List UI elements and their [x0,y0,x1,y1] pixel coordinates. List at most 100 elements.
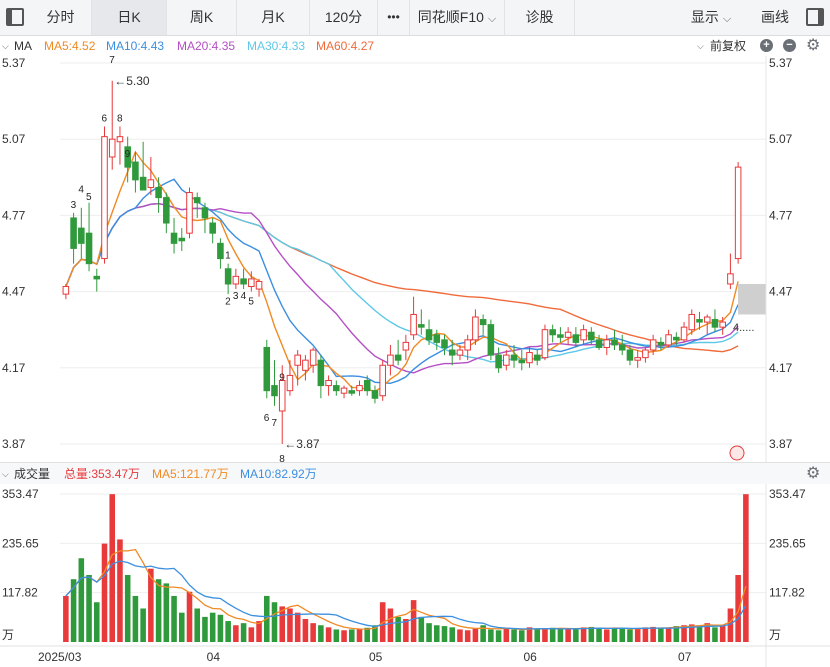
more-tabs-button[interactable]: ••• [378,0,410,35]
ma-label[interactable]: MA [14,39,32,53]
tab-monthly-k[interactable]: 月K [237,0,310,35]
candle-down[interactable] [611,339,618,346]
candle-up[interactable] [727,273,734,285]
candle-down[interactable] [711,319,719,328]
candle-down[interactable] [495,354,502,369]
candle-down[interactable] [533,354,541,361]
tab-120min[interactable]: 120分 [310,0,378,35]
candle-up[interactable] [255,280,263,290]
candle-down[interactable] [518,359,526,364]
candle-down[interactable] [217,242,224,260]
candle-up[interactable] [634,357,641,361]
volume-label[interactable]: 成交量 [14,467,51,481]
candle-down[interactable] [317,359,325,387]
candle-up[interactable] [564,331,572,338]
candle-up[interactable] [302,359,309,371]
candle-down[interactable] [441,339,448,348]
candle-up[interactable] [62,286,70,295]
candle-up[interactable] [232,275,240,285]
candle-up[interactable] [456,349,464,356]
candle-down[interactable] [201,207,209,219]
candle-down[interactable] [209,222,216,234]
candle-up[interactable] [387,354,394,366]
candle-up[interactable] [649,339,657,351]
candle-up[interactable] [464,339,471,351]
candle-down[interactable] [124,146,131,168]
candle-up[interactable] [719,321,726,328]
candle-down[interactable] [271,385,278,397]
candle-down[interactable] [139,176,147,191]
candle-down[interactable] [657,341,665,346]
candle-up[interactable] [402,341,410,351]
candle-up[interactable] [108,138,116,158]
candle-up[interactable] [186,192,193,234]
tab-timeshare[interactable]: 分时 [30,0,92,35]
candle-down[interactable] [425,329,433,341]
candle-up[interactable] [642,349,649,359]
candle-down[interactable] [178,237,186,242]
candle-up[interactable] [472,316,479,341]
candle-up[interactable] [580,329,587,341]
candle-up[interactable] [309,349,317,366]
candle-down[interactable] [371,390,379,399]
volume-settings-gear-icon[interactable]: ⚙ [806,465,821,482]
candle-down[interactable] [363,380,371,392]
candle-up[interactable] [325,380,332,387]
candle-up[interactable] [526,352,533,364]
candle-down[interactable] [479,319,487,326]
candle-down[interactable] [170,232,178,244]
candle-down[interactable] [433,334,441,343]
candle-down[interactable] [510,354,518,361]
candle-up[interactable] [503,354,510,366]
candle-down[interactable] [448,349,456,356]
tab-daily-k[interactable]: 日K [92,0,167,35]
display-menu[interactable]: 显示 ⌵ [676,0,746,35]
candle-down[interactable] [93,275,101,280]
candle-down[interactable] [557,334,564,338]
adjust-mode-label[interactable]: 前复权 [710,39,747,53]
candle-down[interactable] [618,344,626,351]
tab-f10[interactable]: 同花顺F10 ⌵ [410,0,505,35]
candle-down[interactable] [78,227,85,244]
candle-down[interactable] [394,354,402,361]
candle-up[interactable] [603,339,611,348]
candle-up[interactable] [286,374,294,392]
candle-up[interactable] [101,136,108,260]
panel-toggle-icon[interactable] [806,8,824,26]
candle-up[interactable] [680,326,688,341]
candle-down[interactable] [348,390,356,394]
candle-down[interactable] [487,324,495,356]
candle-down[interactable] [418,324,425,328]
candle-down[interactable] [549,329,556,336]
candle-up[interactable] [340,387,348,394]
candle-down[interactable] [85,232,93,265]
candle-up[interactable] [294,354,301,366]
zoom-in-icon[interactable]: + [760,39,773,52]
candle-down[interactable] [240,278,247,285]
candle-down[interactable] [70,217,77,249]
candle-down[interactable] [163,197,170,224]
candle-down[interactable] [572,334,580,343]
candle-up[interactable] [703,316,711,323]
sidebar-toggle-icon[interactable] [6,8,24,26]
candle-up[interactable] [410,313,417,336]
collapse-chevron-icon[interactable]: ⌵ [2,469,9,479]
candle-up[interactable] [116,136,124,143]
collapse-chevron-icon[interactable]: ⌵ [2,41,9,51]
candle-down[interactable] [673,336,680,341]
candle-up[interactable] [734,166,742,260]
candle-down[interactable] [588,331,595,341]
candle-up[interactable] [379,364,386,397]
candle-up[interactable] [665,334,672,346]
candle-down[interactable] [595,339,603,348]
draw-line-button[interactable]: 画线 [761,9,789,25]
candle-down[interactable] [224,268,232,285]
candle-down[interactable] [132,161,139,181]
rank-badge-icon[interactable] [729,445,745,461]
candle-down[interactable] [626,349,634,361]
candle-up[interactable] [278,380,286,412]
candle-up[interactable] [688,313,696,331]
settings-gear-icon[interactable]: ⚙ [806,37,821,54]
candle-down[interactable] [155,186,162,199]
candle-down[interactable] [696,319,703,323]
